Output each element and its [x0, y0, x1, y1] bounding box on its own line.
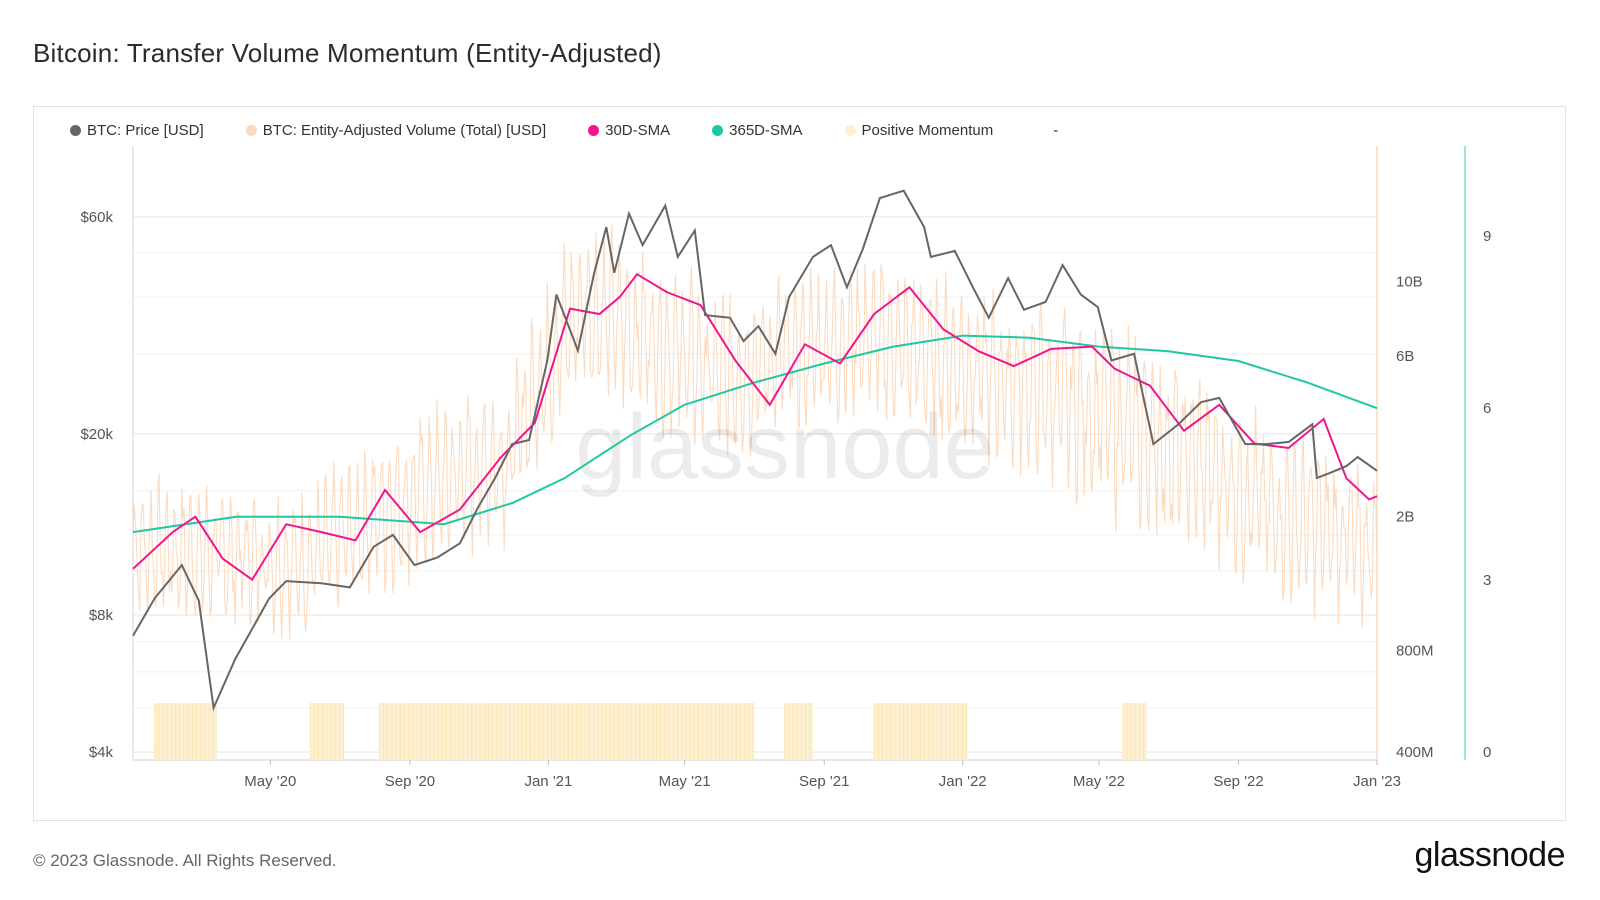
price-line: [132, 189, 1378, 712]
legend-label-365d-sma: 365D-SMA: [729, 122, 803, 139]
y-volume-tick-label: 6B: [1396, 348, 1414, 365]
y-left-tick-label: $60k: [80, 209, 113, 226]
y-right-tick-label: 6: [1483, 400, 1491, 417]
positive-momentum-band: [784, 703, 813, 760]
x-tick-label: Sep '20: [385, 773, 435, 790]
y-volume-tick-label: 400M: [1396, 744, 1434, 761]
legend-dot-positive-momentum: [844, 125, 856, 136]
y-right-tick-label: 0: [1483, 744, 1491, 761]
y-left-tick-label: $4k: [89, 744, 114, 761]
positive-momentum-band: [154, 703, 217, 760]
x-tick-label: Sep '21: [799, 773, 849, 790]
legend-label-dash: -: [1053, 122, 1059, 139]
x-tick-label: Jan '22: [939, 773, 987, 790]
y-left-tick-label: $8k: [89, 607, 114, 624]
legend-dot-price: [70, 125, 81, 136]
y-volume-tick-label: 10B: [1396, 273, 1423, 290]
chart-title: Bitcoin: Transfer Volume Momentum (Entit…: [33, 38, 662, 68]
legend-item-30d-sma[interactable]: 30D-SMA: [588, 122, 670, 139]
chart-frame: [33, 106, 1566, 821]
legend-label-30d-sma: 30D-SMA: [605, 122, 671, 139]
volume-line: [132, 224, 1378, 640]
legend-item-price[interactable]: BTC: Price [USD]: [70, 122, 204, 139]
positive-momentum-band: [1122, 703, 1147, 760]
legend-item-dash[interactable]: -: [1053, 122, 1058, 139]
legend-dot-30d-sma: [588, 125, 600, 136]
y-volume-tick-label: 800M: [1396, 643, 1434, 660]
legend-item-positive-momentum[interactable]: Positive Momentum: [844, 122, 994, 139]
copyright-text: © 2023 Glassnode. All Rights Reserved.: [33, 851, 337, 870]
x-tick-label: May '21: [659, 773, 711, 790]
x-tick-label: Jan '23: [1353, 773, 1401, 790]
legend-label-price: BTC: Price [USD]: [87, 122, 204, 139]
legend-label-positive-momentum: Positive Momentum: [861, 122, 994, 139]
legend-label-volume: BTC: Entity-Adjusted Volume (Total) [USD…: [262, 122, 547, 139]
y-right-tick-label: 9: [1483, 228, 1491, 245]
y-volume-tick-label: 2B: [1396, 509, 1414, 526]
positive-momentum-bands: [154, 703, 1147, 760]
legend-item-365d-sma[interactable]: 365D-SMA: [712, 122, 803, 139]
legend-dot-volume: [245, 125, 257, 136]
x-tick-label: May '20: [244, 773, 296, 790]
x-tick-label: Jan '21: [524, 773, 572, 790]
sma-30d-line: [132, 272, 1378, 582]
legend-item-volume[interactable]: BTC: Entity-Adjusted Volume (Total) [USD…: [245, 122, 547, 139]
legend-dot-365d-sma: [712, 125, 724, 136]
legend: BTC: Price [USD] BTC: Entity-Adjusted Vo…: [70, 122, 1058, 139]
y-right-tick-label: 3: [1483, 572, 1491, 589]
brand-logo: glassnode: [1414, 836, 1565, 874]
positive-momentum-band: [379, 703, 754, 760]
x-tick-label: May '22: [1073, 773, 1125, 790]
y-left-tick-label: $20k: [80, 426, 113, 443]
watermark: glassnode: [575, 396, 994, 498]
x-tick-label: Sep '22: [1213, 773, 1263, 790]
